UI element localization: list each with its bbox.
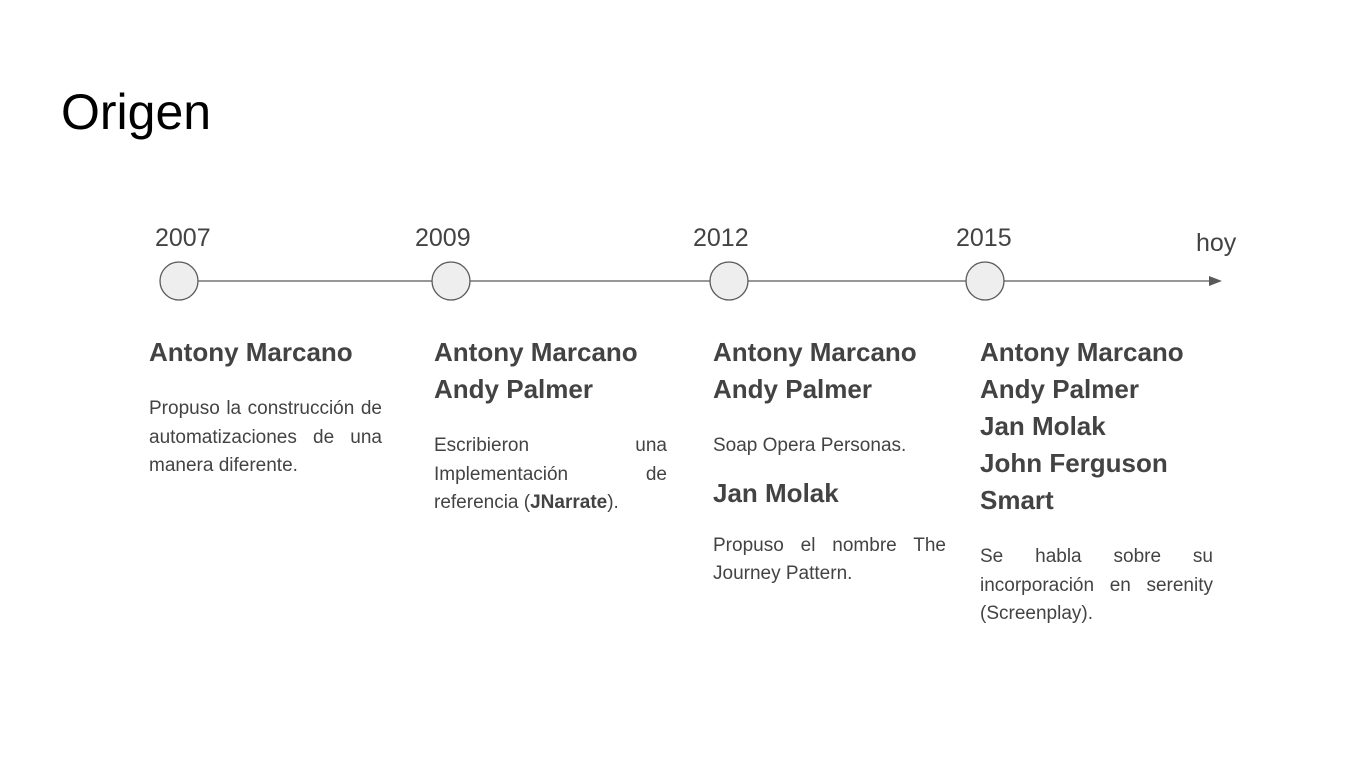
timeline-arrowhead [1209, 276, 1222, 286]
person-name: Antony Marcano [713, 337, 917, 367]
milestone-names: Antony Marcano Andy Palmer [713, 334, 946, 408]
person-name: Antony Marcano [149, 337, 353, 367]
milestone-names: Antony Marcano Andy Palmer [434, 334, 667, 408]
description-text: ). [607, 492, 619, 513]
description-text: Escribieron una Implementación de refere… [434, 435, 667, 513]
person-name: Jan Molak [713, 477, 839, 508]
timeline-node-2007 [159, 261, 199, 301]
person-name: Antony Marcano [434, 337, 638, 367]
person-name: Andy Palmer [713, 374, 872, 404]
year-label-2015: 2015 [956, 224, 1012, 252]
jnarrate-highlight: JNarrate [530, 492, 608, 513]
milestone-2015: Antony Marcano Andy Palmer Jan Molak Joh… [980, 334, 1213, 629]
milestone-2009: Antony Marcano Andy Palmer Escribieron u… [434, 334, 667, 518]
milestone-description: Escribieron una Implementación de refere… [434, 432, 667, 518]
person-name: Antony Marcano [980, 337, 1184, 367]
person-name: Andy Palmer [980, 374, 1139, 404]
year-label-2009: 2009 [415, 224, 471, 252]
timeline-node-2015 [965, 261, 1005, 301]
milestone-description: Soap Opera Personas. [713, 435, 907, 456]
slide-title: Origen [61, 84, 212, 140]
year-label-2007: 2007 [155, 224, 211, 252]
year-label-2012: 2012 [693, 224, 749, 252]
milestone-2007: Antony Marcano Propuso la construcción d… [149, 334, 382, 481]
milestone-description: Se habla sobre su incorporación en seren… [980, 546, 1213, 624]
milestone-sub-description: Propuso el nombre The Journey Pattern. [713, 534, 946, 585]
timeline-end-label: hoy [1196, 229, 1237, 257]
milestone-names: Antony Marcano [149, 334, 382, 371]
milestone-names: Antony Marcano Andy Palmer Jan Molak Joh… [980, 334, 1213, 519]
person-name: John Ferguson Smart [980, 448, 1168, 515]
timeline-node-2012 [709, 261, 749, 301]
milestone-2012: Antony Marcano Andy Palmer Soap Opera Pe… [713, 334, 946, 589]
milestone-description: Propuso la construcción de automatizacio… [149, 398, 382, 476]
timeline-node-2009 [431, 261, 471, 301]
person-name: Jan Molak [980, 411, 1106, 441]
person-name: Andy Palmer [434, 374, 593, 404]
